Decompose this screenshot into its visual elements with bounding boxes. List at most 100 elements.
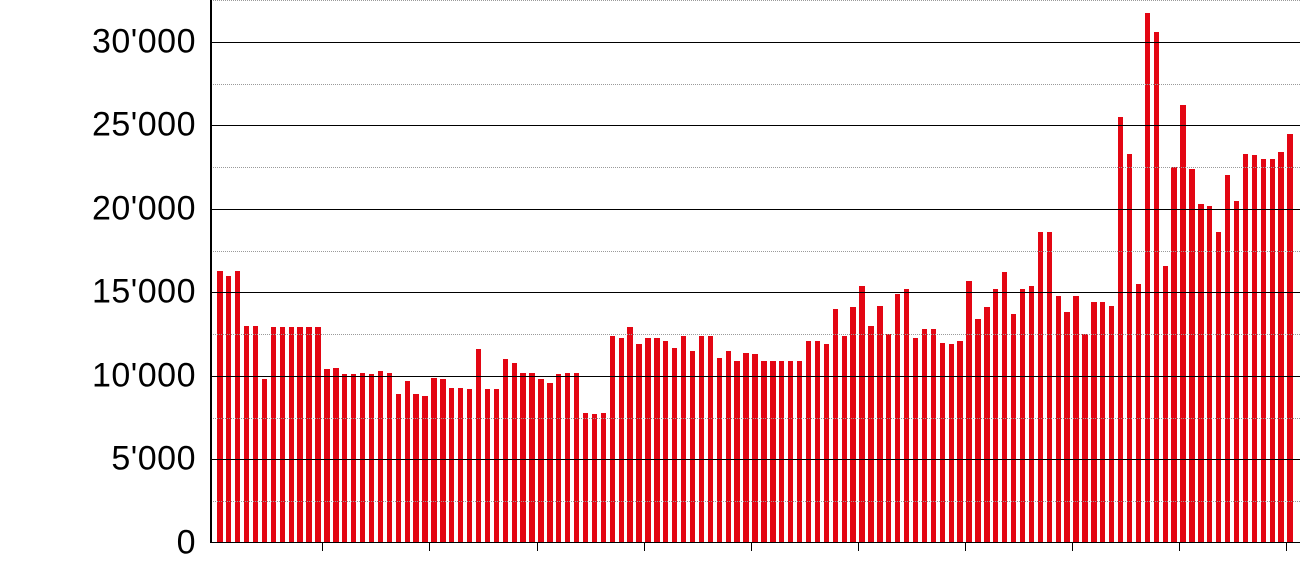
bar (1127, 154, 1132, 543)
bar (708, 336, 713, 543)
x-tick (429, 543, 430, 551)
plot-area: 05'00010'00015'00020'00025'00030'000 (210, 0, 1300, 543)
bar (770, 361, 775, 543)
bar (1091, 302, 1096, 543)
bar (601, 413, 606, 543)
bar (1225, 175, 1230, 543)
bar (1270, 159, 1275, 543)
x-tick (1179, 543, 1180, 551)
y-tick-label: 5'000 (111, 440, 210, 479)
bar (512, 363, 517, 543)
minor-gridline (210, 84, 1300, 85)
bar (726, 351, 731, 543)
bars-container (210, 0, 1300, 543)
bar (743, 353, 748, 543)
bar (850, 307, 855, 543)
x-tick (1286, 543, 1287, 551)
bar (1234, 201, 1239, 544)
bar (663, 341, 668, 543)
bar (904, 289, 909, 543)
bar (262, 379, 267, 543)
major-gridline (210, 42, 1300, 43)
minor-gridline (210, 0, 1300, 1)
bar (949, 344, 954, 543)
bar (538, 379, 543, 543)
bar (636, 344, 641, 543)
bar (940, 343, 945, 543)
minor-gridline (210, 167, 1300, 168)
x-tick (751, 543, 752, 551)
bar (1243, 154, 1248, 543)
bar (975, 319, 980, 543)
bar (271, 327, 276, 543)
bar (1118, 117, 1123, 543)
x-axis-line (210, 542, 1300, 544)
bar (752, 354, 757, 543)
bar (306, 327, 311, 543)
bar (1002, 272, 1007, 543)
bar (859, 286, 864, 543)
bar (913, 338, 918, 544)
bar (690, 351, 695, 543)
bar-chart: 05'00010'00015'00020'00025'00030'000 (0, 0, 1312, 571)
bar (440, 379, 445, 543)
bar (1171, 167, 1176, 543)
bar (1180, 105, 1185, 543)
bar (1073, 296, 1078, 543)
bar (565, 373, 570, 543)
bar (1056, 296, 1061, 543)
bar (761, 361, 766, 543)
y-tick-label: 25'000 (92, 106, 210, 145)
bar (378, 371, 383, 543)
bar (360, 373, 365, 543)
bar (797, 361, 802, 543)
bar (966, 281, 971, 543)
bar (226, 276, 231, 543)
bar (413, 394, 418, 543)
y-tick-label: 10'000 (92, 356, 210, 395)
bar (654, 338, 659, 544)
bar (1011, 314, 1016, 543)
bar (931, 329, 936, 543)
bar (467, 389, 472, 543)
bar (333, 368, 338, 543)
bar (1038, 232, 1043, 543)
bar (1100, 302, 1105, 543)
bar (1261, 159, 1266, 543)
bar (610, 336, 615, 543)
bar (1216, 232, 1221, 543)
bar (619, 338, 624, 544)
bar (842, 336, 847, 543)
bar (485, 389, 490, 543)
bar (1198, 204, 1203, 543)
bar (1278, 152, 1283, 543)
minor-gridline (210, 251, 1300, 252)
bar (503, 359, 508, 543)
bar (396, 394, 401, 543)
bar (574, 373, 579, 543)
bar (1189, 169, 1194, 543)
y-tick-label: 20'000 (92, 189, 210, 228)
bar (922, 329, 927, 543)
bar (476, 349, 481, 543)
x-tick (858, 543, 859, 551)
y-tick-label: 15'000 (92, 273, 210, 312)
bar (815, 341, 820, 543)
bar (529, 373, 534, 543)
major-gridline (210, 376, 1300, 377)
x-tick (537, 543, 538, 551)
bar (788, 361, 793, 543)
bar (627, 327, 632, 543)
bar (592, 414, 597, 543)
bar (877, 306, 882, 543)
bar (520, 373, 525, 543)
bar (1252, 155, 1257, 543)
bar (289, 327, 294, 543)
bar (699, 336, 704, 543)
bar (494, 389, 499, 543)
bar (405, 381, 410, 543)
bar (645, 338, 650, 544)
bar (297, 327, 302, 543)
major-gridline (210, 292, 1300, 293)
bar (824, 344, 829, 543)
